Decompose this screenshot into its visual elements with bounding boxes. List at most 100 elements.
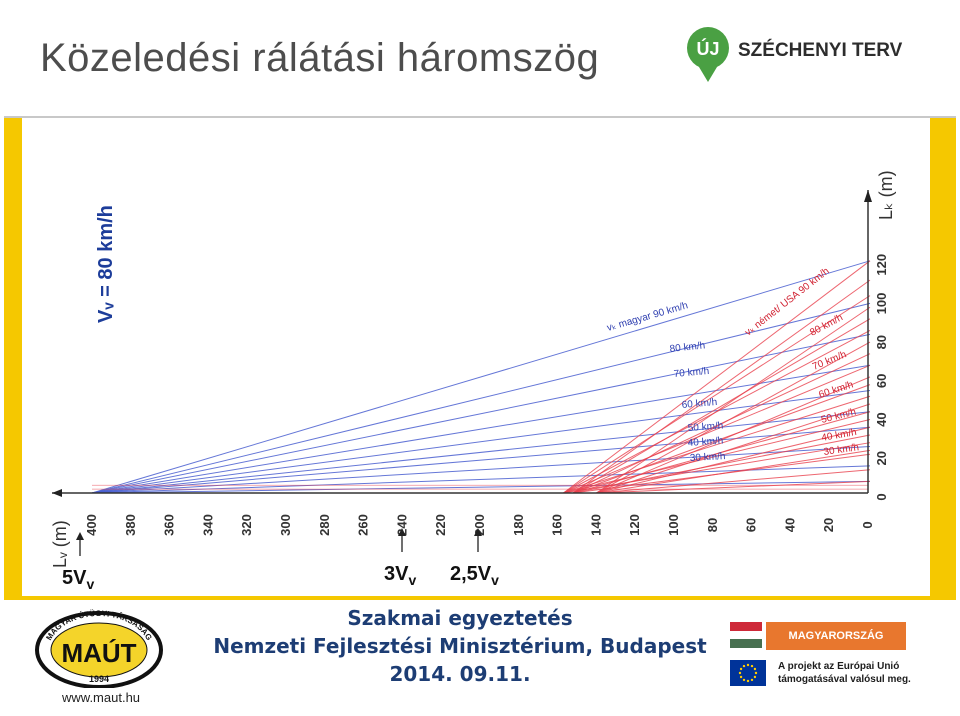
magyarorszag-megujul-banner: MAGYARORSZÁG MEGÚJUL bbox=[766, 622, 906, 670]
red-line-label: 70 km/h bbox=[811, 349, 848, 373]
szechenyi-terv-logo: ÚJ SZÉCHENYI TERV bbox=[687, 27, 903, 82]
x-tick-label: 300 bbox=[278, 514, 293, 536]
x-tick-labels: 400 380 360 340 320 300 280 260 240 220 200 180 160 1… bbox=[84, 514, 875, 536]
x-tick-label: 220 bbox=[433, 514, 448, 536]
speed-label: Vᵥ = 80 km/h bbox=[95, 205, 117, 323]
eu-star bbox=[742, 664, 746, 668]
marker-label: 3V bbox=[384, 563, 409, 585]
y-tick-label: 80 bbox=[874, 335, 889, 349]
frame-right bbox=[930, 118, 956, 598]
x-tick-label: 60 bbox=[744, 518, 759, 532]
marker-label: 5V bbox=[62, 567, 87, 589]
maut-logo: MAGYAR ÚTÜGYI TÁRSASÁG MAÚT 1994 bbox=[35, 609, 163, 688]
frame-bottom bbox=[4, 596, 956, 600]
y-tick-label: 0 bbox=[874, 493, 889, 500]
red-sight-line bbox=[596, 376, 871, 494]
svg-text:3Vv: 3Vv bbox=[384, 563, 416, 588]
y-tick-labels: 0 20 40 60 80 100 120 bbox=[874, 254, 889, 501]
red-sight-line bbox=[572, 318, 871, 494]
x-tick-label: 100 bbox=[666, 514, 681, 536]
frame-left bbox=[4, 118, 22, 598]
red-line-label: 30 km/h bbox=[823, 442, 860, 458]
red-sight-line bbox=[573, 434, 871, 494]
axes bbox=[52, 190, 872, 497]
blue-line-label: vₖ magyar 90 km/h bbox=[606, 300, 690, 334]
red-sight-line bbox=[572, 353, 871, 494]
blue-line-label: 30 km/h bbox=[690, 451, 726, 464]
footer-line-2: Nemzeti Fejlesztési Minisztérium, Budape… bbox=[213, 634, 707, 658]
marker-label: 2,5V bbox=[450, 563, 492, 585]
red-sight-line bbox=[563, 260, 871, 494]
x-tick-label: 360 bbox=[162, 514, 177, 536]
red-sight-line bbox=[563, 364, 871, 494]
red-sight-line bbox=[596, 426, 871, 494]
x-tick-label: 260 bbox=[356, 514, 371, 536]
x-tick-label: 20 bbox=[821, 518, 836, 532]
x-tick-label: 320 bbox=[239, 514, 254, 536]
page-title: Közeledési rálátási háromszög bbox=[40, 36, 600, 80]
eu-star bbox=[739, 675, 743, 679]
blue-line-label: 40 km/h bbox=[687, 436, 723, 449]
svg-text:2,5Vv: 2,5Vv bbox=[450, 563, 499, 588]
maut-name: MAÚT bbox=[61, 638, 136, 668]
blue-sight-line bbox=[91, 480, 871, 494]
eu-star bbox=[739, 667, 743, 671]
red-line-label: 50 km/h bbox=[820, 407, 857, 426]
blue-line-labels: vₖ magyar 90 km/h 80 km/h 70 km/h 60 km/h 50… bbox=[606, 300, 726, 464]
red-sight-line bbox=[596, 449, 871, 494]
eu-star bbox=[753, 675, 757, 679]
title-divider bbox=[4, 116, 956, 118]
blue-sight-line bbox=[91, 302, 871, 494]
eu-support-box: MAGYARORSZÁG MEGÚJUL A projekt az Európa… bbox=[708, 606, 930, 696]
blue-line-label: 70 km/h bbox=[673, 366, 709, 380]
eu-text-line-2: támogatásával valósul meg. bbox=[778, 674, 911, 685]
marker-subscript: v bbox=[86, 576, 94, 592]
red-sight-line bbox=[596, 341, 871, 494]
red-sight-line bbox=[596, 480, 871, 494]
x-tick-label: 280 bbox=[317, 514, 332, 536]
x-tick-label: 240 bbox=[394, 514, 409, 536]
eu-star bbox=[746, 663, 750, 667]
blue-sight-line bbox=[91, 411, 871, 494]
red-sight-line bbox=[572, 279, 871, 494]
x-axis-arrow bbox=[52, 489, 62, 497]
maut-year: 1994 bbox=[89, 674, 109, 684]
x-axis-label: Lᵥ (m) bbox=[50, 520, 70, 568]
y-tick-label: 100 bbox=[874, 293, 889, 315]
red-line-label: 60 km/h bbox=[818, 379, 855, 400]
diagram-lines bbox=[91, 260, 871, 494]
y-axis-label: Lₖ (m) bbox=[876, 170, 896, 220]
x-tick-label: 380 bbox=[123, 514, 138, 536]
footer-line-1: Szakmai egyeztetés bbox=[347, 606, 573, 630]
hungary-flag-icon bbox=[730, 622, 762, 648]
x-tick-label: 160 bbox=[550, 514, 565, 536]
footer-text: Szakmai egyeztetés Nemzeti Fejlesztési M… bbox=[190, 604, 730, 688]
x-tick-label: 40 bbox=[782, 518, 797, 532]
y-tick-label: 60 bbox=[874, 374, 889, 388]
marker-subscript: v bbox=[491, 572, 499, 588]
x-tick-label: 120 bbox=[627, 514, 642, 536]
eu-star bbox=[746, 679, 750, 683]
x-tick-label: 400 bbox=[84, 514, 99, 536]
x-tick-label: 200 bbox=[472, 514, 487, 536]
marker-5v: 5Vv bbox=[62, 532, 94, 592]
blue-sight-line bbox=[91, 260, 871, 494]
logo-text: SZÉCHENYI TERV bbox=[738, 39, 903, 61]
red-sight-line bbox=[563, 395, 871, 494]
logo-circle bbox=[687, 27, 729, 69]
maut-url[interactable]: www.maut.hu bbox=[62, 690, 141, 705]
eu-star bbox=[738, 671, 742, 675]
x-tick-label: 180 bbox=[511, 514, 526, 536]
red-sight-line bbox=[563, 295, 871, 494]
eu-star bbox=[742, 678, 746, 682]
red-sight-line bbox=[596, 403, 871, 494]
y-tick-label: 20 bbox=[874, 451, 889, 465]
x-tick-label: 0 bbox=[860, 521, 875, 528]
y-tick-label: 120 bbox=[874, 254, 889, 276]
marker-3v: 3Vv bbox=[384, 528, 416, 588]
marker-2-5v: 2,5Vv bbox=[450, 528, 499, 588]
eu-text-line-1: A projekt az Európai Unió bbox=[778, 661, 900, 672]
red-sight-line bbox=[596, 306, 871, 494]
blue-line-label: 60 km/h bbox=[681, 397, 717, 411]
